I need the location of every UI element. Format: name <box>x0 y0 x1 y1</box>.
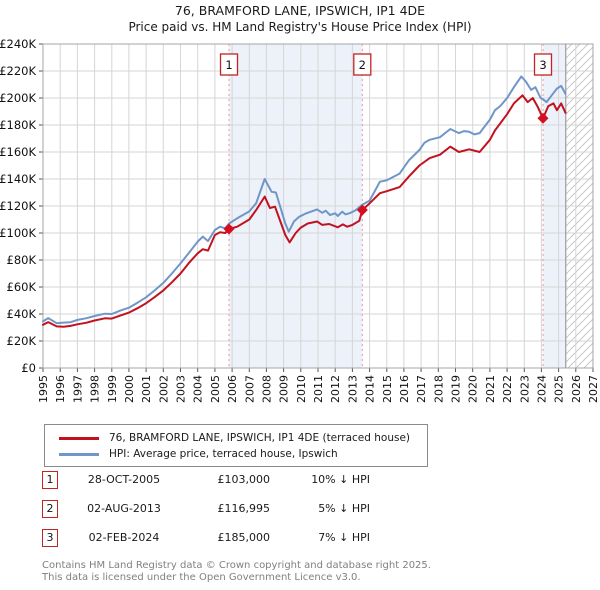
y-tick-label: £80K <box>7 253 37 267</box>
x-tick-label: 2010 <box>295 375 308 403</box>
x-tick-label: 2002 <box>157 375 170 403</box>
x-tick-label: 2012 <box>329 375 342 403</box>
txn-number-badge: 3 <box>42 528 58 547</box>
sale-number-box[interactable] <box>533 53 553 76</box>
txn-number-badge: 2 <box>42 499 58 518</box>
series-line-price_paid <box>42 94 567 328</box>
sale-number-box[interactable] <box>219 53 239 76</box>
x-tick-label: 1996 <box>54 375 67 403</box>
x-tick-label: 2007 <box>243 375 256 403</box>
x-tick-label: 2017 <box>415 375 428 403</box>
y-tick-label: £140K <box>0 172 36 186</box>
x-tick-label: 2000 <box>123 375 136 403</box>
x-tick-label: 2008 <box>260 375 273 403</box>
x-tick-label: 2018 <box>432 375 445 403</box>
x-tick-label: 2027 <box>587 375 600 403</box>
footer-line2: This data is licensed under the Open Gov… <box>42 571 361 583</box>
transactions-table: 1 28-OCT-2005 £103,000 10% ↓ HPI 2 02-AU… <box>42 470 382 557</box>
x-tick-label: 2024 <box>535 375 548 403</box>
y-tick-label: £0 <box>21 361 36 375</box>
y-tick-label: £60K <box>7 280 37 294</box>
property-line-swatch <box>59 436 99 440</box>
txn-hpi-delta: 10% ↓ HPI <box>311 473 370 486</box>
x-tick-label: 2006 <box>226 375 239 403</box>
table-row: 3 02-FEB-2024 £185,000 7% ↓ HPI <box>42 528 382 547</box>
y-tick-label: £200K <box>0 91 36 105</box>
plot-border <box>42 43 594 369</box>
table-row: 2 02-AUG-2013 £116,995 5% ↓ HPI <box>42 499 382 518</box>
y-tick-label: £220K <box>0 64 36 78</box>
y-tick-label: £160K <box>0 145 36 159</box>
txn-hpi-delta: 7% ↓ HPI <box>318 531 370 544</box>
series-line-hpi <box>42 75 567 325</box>
y-tick-label: £180K <box>0 118 36 132</box>
txn-price: £103,000 <box>217 473 271 486</box>
x-tick-label: 2019 <box>450 375 463 403</box>
page-subtitle: Price paid vs. HM Land Registry's House … <box>128 20 472 34</box>
y-tick-label: £120K <box>0 199 36 213</box>
x-tick-label: 2001 <box>140 375 153 403</box>
txn-number-badge: 1 <box>42 470 58 489</box>
x-tick-label: 2014 <box>364 375 377 403</box>
x-tick-label: 2011 <box>312 375 325 403</box>
txn-price: £116,995 <box>217 502 271 515</box>
x-tick-label: 2015 <box>381 375 394 403</box>
sale-marker[interactable] <box>356 204 368 216</box>
x-tick-label: 2023 <box>518 375 531 403</box>
txn-hpi-delta: 5% ↓ HPI <box>318 502 370 515</box>
x-tick-label: 2026 <box>570 375 583 403</box>
txn-price: £185,000 <box>217 531 271 544</box>
sale-number-label: 3 <box>539 58 546 72</box>
legend-item-hpi: HPI: Average price, terraced house, Ipsw… <box>59 446 427 462</box>
x-tick-label: 2025 <box>553 375 566 403</box>
page-title: 76, BRAMFORD LANE, IPSWICH, IP1 4DE <box>174 3 426 18</box>
x-tick-label: 2020 <box>467 375 480 403</box>
sale-marker[interactable] <box>223 223 235 235</box>
x-tick-label: 2016 <box>398 375 411 403</box>
hpi-line-swatch <box>59 452 99 456</box>
txn-date: 02-AUG-2013 <box>87 502 161 515</box>
x-tick-label: 2022 <box>501 375 514 403</box>
x-tick-label: 1997 <box>71 375 84 403</box>
legend-label: 76, BRAMFORD LANE, IPSWICH, IP1 4DE (ter… <box>109 432 411 444</box>
x-tick-label: 2003 <box>175 375 188 403</box>
x-tick-label: 1999 <box>106 375 119 403</box>
x-tick-label: 2021 <box>484 375 497 403</box>
y-tick-label: £240K <box>0 37 36 51</box>
sale-marker[interactable] <box>537 112 549 124</box>
x-tick-label: 2013 <box>346 375 359 403</box>
chart-legend: 76, BRAMFORD LANE, IPSWICH, IP1 4DE (ter… <box>44 424 428 467</box>
price-chart: 1995 1996 1997 1998 1999 2000 2001 2002 2003 2004… <box>0 37 600 403</box>
sale-number-label: 1 <box>225 58 232 72</box>
legend-item-property: 76, BRAMFORD LANE, IPSWICH, IP1 4DE (ter… <box>59 430 427 446</box>
footer-line1: Contains HM Land Registry data © Crown c… <box>42 560 431 571</box>
txn-date: 02-FEB-2024 <box>88 531 160 544</box>
y-tick-label: £40K <box>7 307 37 321</box>
y-tick-label: £20K <box>7 334 37 348</box>
x-tick-label: 1998 <box>89 375 102 403</box>
legend-label: HPI: Average price, terraced house, Ipsw… <box>109 448 338 460</box>
txn-date: 28-OCT-2005 <box>87 473 161 486</box>
x-tick-label: 2009 <box>278 375 291 403</box>
sale-number-label: 2 <box>359 58 366 72</box>
x-tick-label: 2005 <box>209 375 222 403</box>
license-footer: Contains HM Land Registry data © Crown c… <box>42 560 582 583</box>
x-tick-label: 1995 <box>37 375 50 403</box>
x-tick-label: 2004 <box>192 375 205 403</box>
table-row: 1 28-OCT-2005 £103,000 10% ↓ HPI <box>42 470 382 489</box>
sale-number-box[interactable] <box>353 53 372 76</box>
y-tick-label: £100K <box>0 226 36 240</box>
